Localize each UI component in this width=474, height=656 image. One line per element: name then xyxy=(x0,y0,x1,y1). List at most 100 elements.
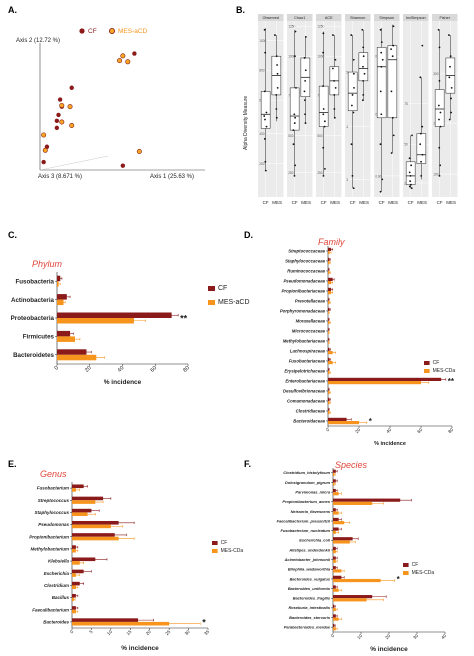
box xyxy=(434,89,445,127)
panel-label: D. xyxy=(244,230,253,240)
data-point xyxy=(304,122,307,124)
facet-strip xyxy=(403,14,429,21)
facet-title: Chao1 xyxy=(294,16,305,20)
x-tick-label: 80 xyxy=(182,365,191,374)
facet-title: Simpson xyxy=(379,16,394,20)
data-point xyxy=(333,94,336,96)
facet-title: Observed xyxy=(263,16,279,20)
facet-title: ACE xyxy=(325,16,333,20)
category-label: Escherichia_coli xyxy=(299,538,331,543)
data-point xyxy=(439,111,442,114)
x-tick-label: 15 xyxy=(125,629,132,636)
box xyxy=(260,91,271,129)
data-point xyxy=(421,44,424,47)
bar-cf xyxy=(57,294,67,300)
legend-swatch xyxy=(208,300,215,305)
data-point xyxy=(264,169,267,172)
tick-label: 250 xyxy=(317,171,323,175)
data-point xyxy=(303,90,306,93)
data-point xyxy=(275,116,278,119)
tick-label: 75 xyxy=(404,102,408,106)
data-point xyxy=(264,160,267,163)
bar-mes xyxy=(57,336,76,342)
data-point xyxy=(411,134,413,137)
data-point xyxy=(379,90,382,93)
category-label: Desulfovibrionaceae xyxy=(283,389,326,394)
significance-marker: * xyxy=(397,575,401,584)
facet-strip xyxy=(345,14,371,21)
data-point xyxy=(391,116,394,119)
tick-label: 4 xyxy=(346,125,348,129)
data-point xyxy=(381,178,384,181)
data-point xyxy=(391,55,394,58)
bar-cf xyxy=(333,595,373,599)
data-point xyxy=(392,25,395,28)
tick-label: 1250 xyxy=(288,25,295,29)
tick-label: 50 xyxy=(404,143,408,147)
x-tick-label: 0 xyxy=(330,633,336,639)
axis-3-line xyxy=(39,155,109,171)
category-label: Clostridiaceae xyxy=(296,409,326,414)
bar-mes xyxy=(57,354,97,361)
category-label: Propionibacterium xyxy=(29,534,69,539)
pcoa-point xyxy=(44,144,50,149)
data-point xyxy=(362,94,365,96)
data-point xyxy=(439,164,442,167)
box xyxy=(416,133,427,164)
data-point xyxy=(334,86,337,89)
category-label: Comamonadaceae xyxy=(287,399,326,404)
legend-swatch-cf xyxy=(79,28,85,34)
data-point xyxy=(380,41,383,44)
facet-ace: ACE25050075010001250CFMES xyxy=(316,14,342,205)
category-label: Pseudomonas xyxy=(38,522,69,527)
data-point xyxy=(437,104,440,107)
x-tick-label: 20 xyxy=(84,365,93,374)
data-point xyxy=(381,58,384,61)
bar-mes xyxy=(328,421,359,425)
pcoa-point xyxy=(120,163,126,168)
significance-marker: ** xyxy=(180,314,188,324)
category-label: Bacteroides_uniformis xyxy=(288,586,331,591)
category-label: Roseburia_intestinalis xyxy=(288,605,330,610)
category-label: Streptococcus xyxy=(38,498,70,503)
facet-chao1: Chao125050075010001250CFMES xyxy=(287,14,313,205)
data-point xyxy=(322,146,325,149)
data-point xyxy=(322,174,325,177)
facet-strip xyxy=(287,14,313,21)
bar-panel-genus: Genus 0 5 10 15 20 25 30 35 % incidence Fusobacter… xyxy=(29,469,243,652)
category-label: Alistipes_onderdonkii xyxy=(288,547,331,552)
data-point xyxy=(322,85,324,88)
panel-label: B. xyxy=(236,5,245,15)
facet-strip xyxy=(316,14,342,21)
data-point xyxy=(276,86,279,89)
legend-label: CF xyxy=(88,28,97,35)
category-label: Bacillus xyxy=(52,595,70,600)
x-tick-label: MES xyxy=(301,200,311,205)
bar-cf xyxy=(72,533,115,537)
tick-label: 500 xyxy=(317,134,323,138)
bar-mes xyxy=(333,569,342,573)
facet-title: Shannon xyxy=(350,16,365,20)
category-label: Fusobacterium xyxy=(37,486,69,491)
x-tick-label: 20 xyxy=(354,427,361,434)
axis-label: Axis 1 (25.63 %) xyxy=(150,174,194,180)
data-point xyxy=(294,164,297,167)
bar-mes xyxy=(333,540,350,544)
tick-label: 500 xyxy=(288,134,294,138)
data-point xyxy=(419,143,422,146)
tick-label: 1250 xyxy=(317,25,324,29)
x-tick-label: 80 xyxy=(447,427,454,434)
bar-cf xyxy=(72,618,139,622)
box xyxy=(347,71,358,112)
category-label: Ruminococcaceae xyxy=(287,269,325,274)
tick-label: 3 xyxy=(346,178,348,182)
data-point xyxy=(421,153,424,156)
data-point xyxy=(408,157,411,160)
x-tick-label: 10 xyxy=(106,629,113,636)
data-point xyxy=(351,174,354,177)
pcoa-panel: Axis 2 (12.72 %) Axis 3 (8.671 %) Axis 1 (… xyxy=(16,27,205,180)
legend-label: MES-aCD xyxy=(118,28,148,35)
x-tick-label: CF xyxy=(379,200,385,205)
pcoa-point xyxy=(117,58,123,64)
legend-label: MES-CDa xyxy=(412,570,435,576)
